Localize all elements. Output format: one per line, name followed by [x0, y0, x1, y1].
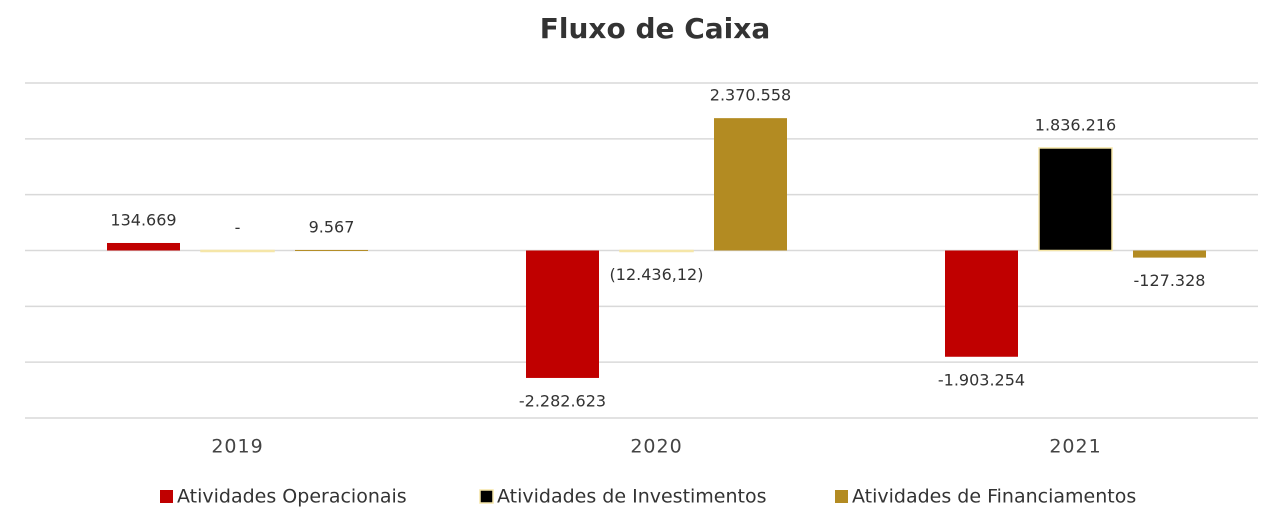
data-label: -1.903.254: [938, 370, 1025, 389]
data-label: -127.328: [1134, 271, 1206, 290]
legend-swatch: [835, 490, 848, 503]
chart-title: Fluxo de Caixa: [540, 12, 770, 45]
legend-swatch: [479, 489, 494, 504]
legend-label: Atividades Operacionais: [177, 486, 407, 508]
data-label: (12.436,12): [610, 265, 704, 284]
data-label: -: [235, 218, 241, 237]
legend-label: Atividades de Financiamentos: [852, 486, 1136, 508]
bar: [1038, 147, 1113, 252]
bar: [619, 249, 694, 253]
bar: [945, 250, 1018, 357]
bar: [526, 250, 599, 378]
bar: [107, 242, 180, 251]
bar: [200, 249, 275, 253]
data-label: 134.669: [110, 210, 176, 229]
x-tick-label: 2019: [211, 436, 263, 458]
data-label: -2.282.623: [519, 391, 606, 410]
data-label: 9.567: [309, 217, 355, 236]
x-tick-label: 2021: [1049, 436, 1101, 458]
legend-label: Atividades de Investimentos: [497, 486, 767, 508]
x-tick-label: 2020: [630, 436, 682, 458]
bar: [714, 118, 787, 251]
legend-swatch: [160, 490, 173, 503]
bar: [295, 249, 368, 251]
data-label: 1.836.216: [1035, 115, 1116, 134]
data-label: 2.370.558: [710, 86, 791, 105]
bar: [1133, 250, 1206, 258]
